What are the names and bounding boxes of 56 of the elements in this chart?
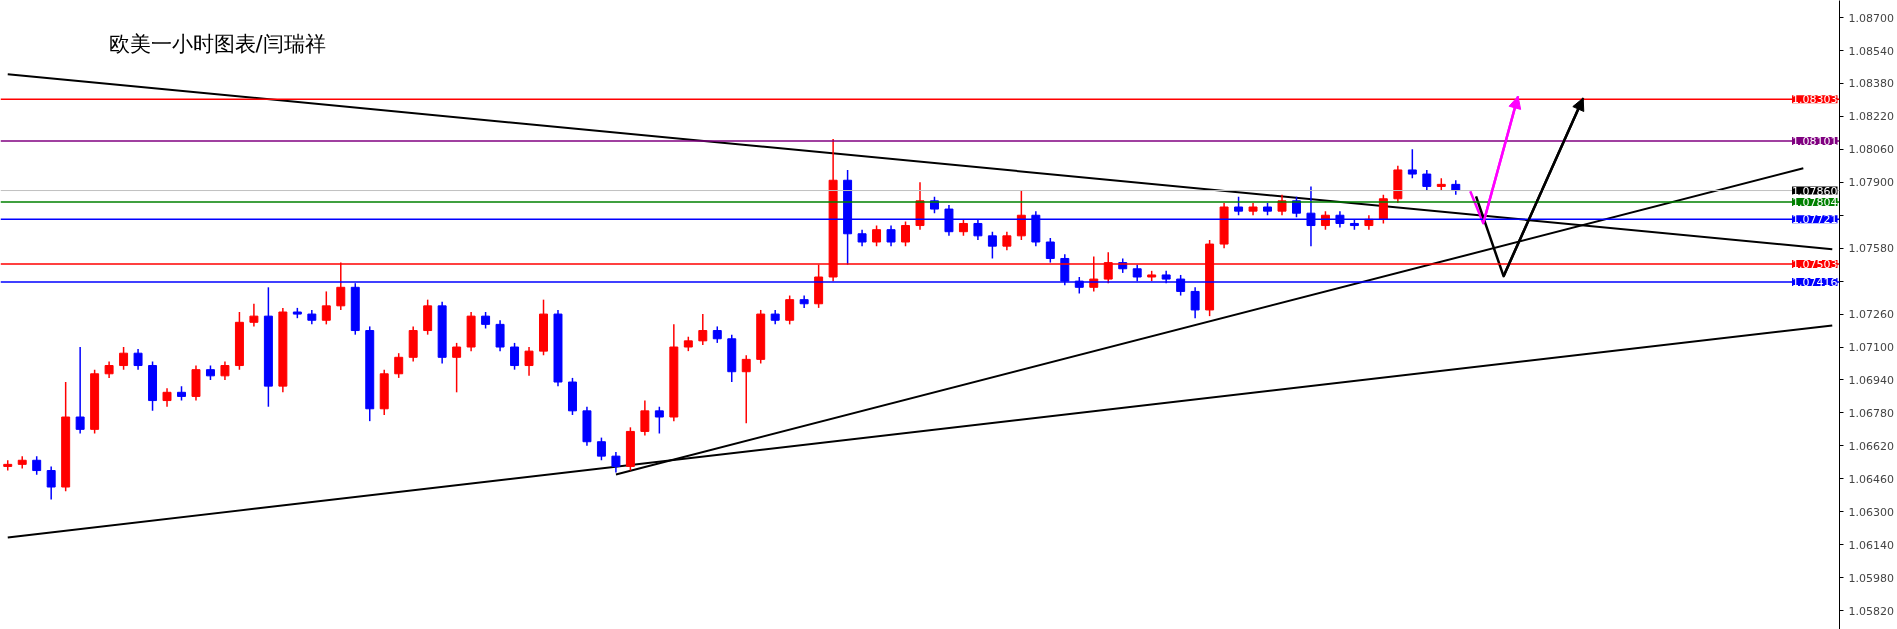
candlestick <box>741 354 751 424</box>
y-tick-label: 1.06780 <box>1848 406 1894 420</box>
y-tick-label: 1.08380 <box>1848 77 1894 91</box>
candlestick <box>162 387 172 408</box>
candlestick <box>321 290 331 326</box>
ref-line-label: 1.07416 <box>1792 275 1838 289</box>
candlestick <box>872 224 882 247</box>
ref-line-label: 1.08303 <box>1792 93 1838 107</box>
y-tick-label: 1.06460 <box>1848 472 1894 486</box>
candlestick <box>1002 230 1012 251</box>
y-tick-label: 1.06300 <box>1848 505 1894 519</box>
candlestick <box>75 346 85 435</box>
y-tick-label: 1.08220 <box>1848 110 1894 124</box>
candlestick <box>524 346 534 377</box>
candlestick <box>611 451 621 474</box>
candlestick <box>1234 195 1244 216</box>
ref-line-label: 1.07503 <box>1792 258 1838 272</box>
ref-line-label: 1.07804 <box>1792 196 1838 210</box>
candlestick <box>640 399 650 437</box>
candlestick <box>46 465 56 501</box>
y-tick-label: 1.07100 <box>1848 341 1894 355</box>
y-tick-label: 1.05820 <box>1848 604 1894 618</box>
y-tick-label: 1.08540 <box>1848 44 1894 58</box>
candlestick <box>119 346 129 371</box>
y-tick-label: 1.06140 <box>1848 538 1894 552</box>
candlestick <box>654 405 664 435</box>
candlestick <box>901 220 910 247</box>
y-tick-label: 1.08060 <box>1848 143 1894 157</box>
candlestick <box>249 303 259 328</box>
candlestick <box>32 455 42 476</box>
y-tick-label: 1.06940 <box>1848 373 1894 387</box>
y-tick-label: 1.07260 <box>1848 308 1894 322</box>
candlestick <box>495 319 505 352</box>
y-tick-label: 1.05980 <box>1848 571 1894 585</box>
candlestick <box>785 294 795 326</box>
text: 欧美一小时图表/闫瑞祥 <box>108 31 326 56</box>
candlestick <box>1422 169 1432 192</box>
candlestick <box>698 313 708 346</box>
ref-line-label: 1.07860 <box>1792 184 1838 198</box>
y-tick-label: 1.08700 <box>1848 11 1894 25</box>
y-tick-label: 1.06620 <box>1848 439 1894 453</box>
ref-line-label: 1.07721 <box>1792 213 1838 227</box>
y-tick-label: 1.07900 <box>1848 176 1894 190</box>
candlestick <box>510 342 520 371</box>
candlestick <box>1190 286 1200 319</box>
candlestick <box>220 360 230 381</box>
candlestick <box>596 436 606 462</box>
candlestick <box>1407 148 1417 179</box>
candlestick <box>1045 237 1055 264</box>
candlestick <box>133 348 143 371</box>
candlestick <box>886 224 896 247</box>
y-tick-label: 1.07580 <box>1848 242 1894 256</box>
candlestick <box>987 230 997 260</box>
candlestick <box>394 352 404 379</box>
ref-line-label: 1.08101 <box>1792 134 1838 148</box>
candlestick <box>452 342 462 394</box>
